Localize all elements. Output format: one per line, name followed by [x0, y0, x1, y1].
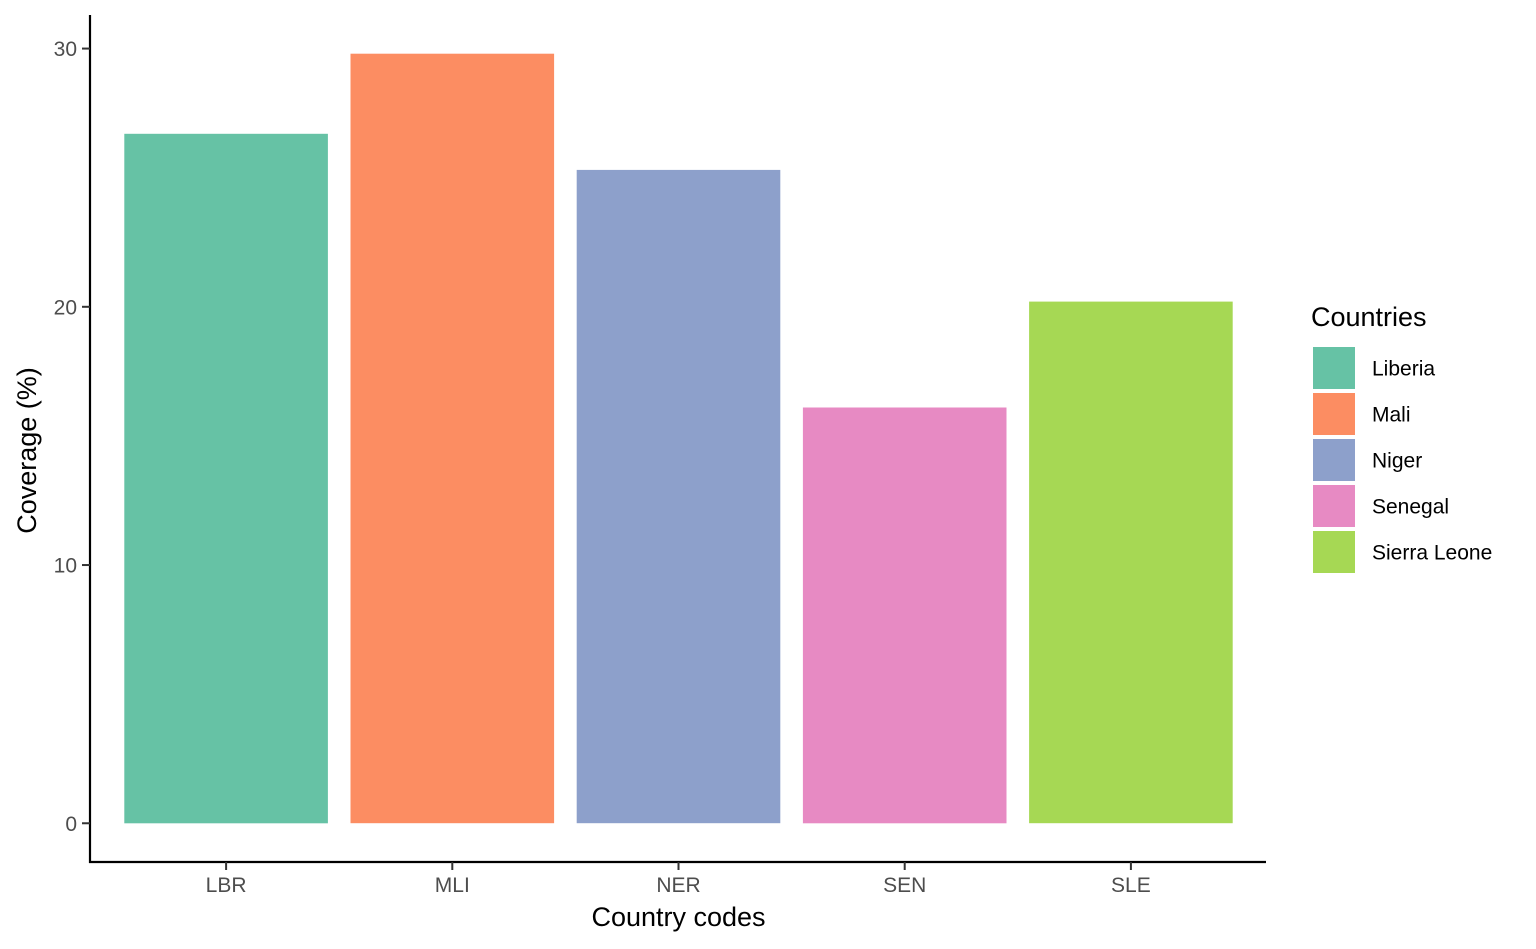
bar-sle [1029, 301, 1233, 824]
bar-sen [802, 407, 1007, 824]
legend-label: Sierra Leone [1372, 542, 1492, 565]
legend-key [1313, 531, 1355, 573]
y-tick-label: 20 [54, 296, 77, 319]
legend-key [1313, 485, 1355, 527]
x-ticks-group: LBR MLI NER SEN SLE [206, 862, 1151, 897]
y-tick-label: 0 [65, 813, 77, 836]
x-tick-label: NER [656, 874, 700, 897]
legend: Countries Liberia Mali Niger Senegal Sierra … [1311, 302, 1492, 573]
x-tick-label: LBR [206, 874, 247, 897]
x-tick-label: SLE [1111, 874, 1151, 897]
legend-items: Liberia Mali Niger Senegal Sierra Leone [1313, 347, 1492, 573]
y-axis-title: Coverage (%) [12, 367, 42, 534]
legend-label: Liberia [1372, 358, 1435, 381]
legend-key [1313, 439, 1355, 481]
y-tick-label: 10 [54, 555, 77, 578]
x-tick-label: SEN [883, 874, 926, 897]
y-tick-label: 30 [54, 38, 77, 61]
legend-label: Senegal [1372, 496, 1449, 519]
legend-label: Mali [1372, 404, 1411, 427]
bar-ner [576, 169, 781, 824]
x-axis-title: Country codes [591, 902, 765, 932]
bars-group [124, 53, 1233, 824]
legend-key [1313, 393, 1355, 435]
y-ticks-group: 0 10 20 30 [54, 38, 90, 836]
legend-key [1313, 347, 1355, 389]
x-tick-label: MLI [435, 874, 470, 897]
bar-mli [350, 53, 555, 824]
bar-lbr [124, 133, 328, 824]
legend-title: Countries [1311, 302, 1427, 332]
legend-label: Niger [1372, 450, 1422, 473]
